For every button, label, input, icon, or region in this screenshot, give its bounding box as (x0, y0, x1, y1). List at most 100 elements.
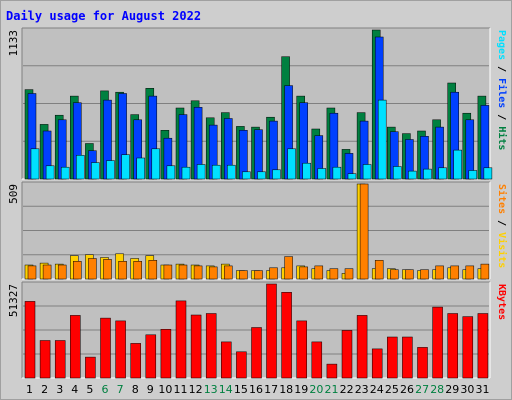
x-tick-label: 26 (400, 383, 414, 396)
bar-pages-day-10 (166, 165, 176, 180)
bar-sites-day-11 (178, 264, 188, 280)
bar-pages-day-26 (408, 170, 417, 180)
bar-pages-day-13 (211, 164, 221, 180)
bar-kbytes-day-14 (221, 341, 232, 379)
legend-part: / (496, 108, 507, 126)
x-tick-label: 13 (204, 383, 218, 396)
bar-sites-day-24 (374, 260, 384, 280)
y-max-label: 509 (7, 184, 20, 204)
legend-part: Files (496, 78, 508, 108)
bar-pages-day-27 (423, 168, 432, 180)
bar-pages-day-28 (438, 167, 447, 180)
bar-pages-day-16 (257, 171, 266, 180)
x-tick-label: 16 (249, 383, 263, 396)
series-legend-label: Pages / Files / Hits (496, 30, 508, 150)
bar-sites-day-20 (314, 265, 324, 280)
bar-sites-day-18 (284, 256, 293, 280)
bar-kbytes-day-2 (39, 340, 51, 379)
bar-sites-day-6 (103, 259, 112, 280)
bar-pages-day-25 (393, 166, 402, 180)
x-tick-label: 7 (117, 383, 124, 396)
x-tick-label: 11 (174, 383, 188, 396)
bar-sites-day-4 (73, 261, 82, 280)
bar-sites-day-10 (163, 264, 173, 280)
bar-kbytes-day-16 (251, 327, 262, 379)
bar-pages-day-31 (483, 167, 493, 180)
x-tick-label: 5 (86, 383, 93, 396)
bar-pages-day-1 (30, 148, 40, 180)
bar-pages-day-24 (377, 99, 387, 180)
bar-pages-day-19 (302, 162, 311, 180)
bar-kbytes-day-27 (417, 347, 428, 379)
bar-sites-day-9 (148, 260, 158, 280)
x-tick-label: 22 (340, 383, 354, 396)
x-tick-label: 21 (325, 383, 339, 396)
legend-part: / (496, 214, 507, 232)
bar-kbytes-day-20 (311, 341, 323, 379)
x-axis-ticks: 1 2 3 4 5 6 7 8 9 10 11 12 13 14 15 16 17 18 19 20 21 22 23 24 2… (26, 383, 490, 396)
bar-pages-day-14 (227, 164, 236, 180)
x-tick-label: 28 (430, 383, 444, 396)
bar-sites-day-16 (254, 270, 263, 280)
bar-sites-day-2 (42, 264, 52, 280)
bar-kbytes-day-13 (205, 313, 217, 379)
bar-sites-day-23 (359, 183, 369, 280)
bar-kbytes-day-18 (281, 292, 292, 379)
bar-kbytes-day-12 (190, 314, 202, 379)
bar-sites-day-17 (269, 267, 278, 280)
bar-kbytes-day-26 (402, 336, 413, 379)
bar-pages-day-17 (272, 169, 281, 180)
bar-sites-day-12 (193, 265, 203, 280)
x-tick-label: 19 (294, 383, 308, 396)
bar-sites-day-19 (299, 266, 308, 280)
bar-kbytes-day-22 (341, 330, 353, 379)
bar-kbytes-day-23 (356, 315, 368, 379)
bar-sites-day-14 (224, 265, 233, 280)
bar-files-day-30 (465, 119, 475, 180)
bar-pages-day-11 (181, 166, 191, 180)
x-tick-label: 14 (219, 383, 233, 396)
x-tick-label: 18 (279, 383, 293, 396)
bar-kbytes-day-29 (447, 313, 458, 379)
x-tick-label: 3 (56, 383, 63, 396)
legend-part: KBytes (496, 284, 507, 320)
x-tick-label: 27 (415, 383, 429, 396)
bar-pages-day-2 (45, 165, 55, 180)
bar-sites-day-29 (450, 265, 459, 280)
bar-sites-day-5 (88, 258, 97, 280)
bar-kbytes-day-7 (115, 320, 126, 379)
bar-kbytes-day-10 (160, 329, 172, 379)
x-tick-label: 24 (370, 383, 384, 396)
bar-sites-day-26 (405, 269, 414, 280)
bar-kbytes-day-11 (175, 300, 187, 379)
x-tick-label: 10 (158, 383, 172, 396)
x-tick-label: 17 (264, 383, 278, 396)
x-tick-label: 2 (41, 383, 48, 396)
bar-pages-day-3 (60, 166, 70, 180)
x-tick-label: 25 (385, 383, 399, 396)
legend-part: Hits (496, 126, 508, 150)
bar-sites-day-13 (208, 266, 218, 280)
series-legend-label: KBytes (496, 284, 507, 320)
bar-pages-day-20 (317, 168, 327, 180)
bar-pages-day-5 (91, 162, 100, 180)
bar-kbytes-day-24 (371, 348, 383, 379)
bar-sites-day-28 (435, 265, 444, 280)
x-tick-label: 20 (309, 383, 323, 396)
bar-pages-day-29 (453, 149, 462, 180)
x-tick-label: 9 (147, 383, 154, 396)
series-legend-label: Sites / Visits (496, 184, 508, 268)
bar-kbytes-day-8 (130, 343, 141, 379)
bar-pages-day-21 (332, 166, 342, 180)
x-tick-label: 30 (460, 383, 474, 396)
bar-sites-day-8 (133, 261, 142, 280)
bar-pages-day-12 (196, 164, 206, 180)
legend-part: Sites (496, 184, 508, 214)
x-tick-label: 31 (476, 383, 490, 396)
legend-part: Pages (496, 30, 507, 60)
bar-sites-day-25 (390, 269, 399, 280)
bar-sites-day-3 (57, 264, 67, 280)
bar-pages-day-9 (151, 148, 161, 180)
